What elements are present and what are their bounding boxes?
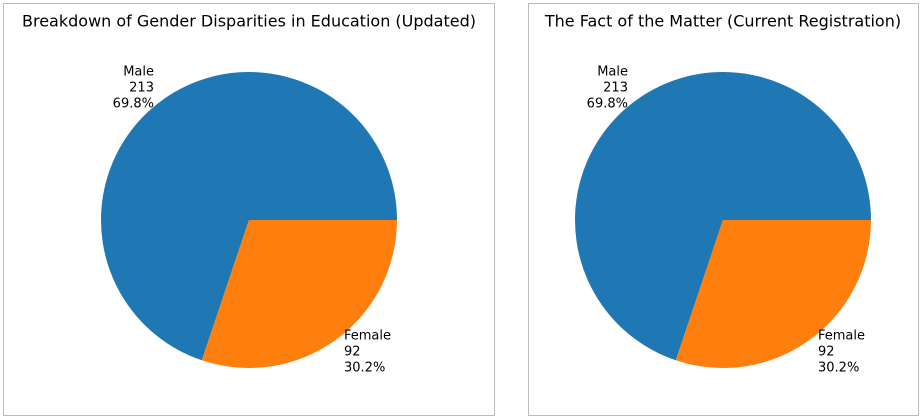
slice-value: 213 bbox=[129, 80, 154, 95]
slice-label: Female bbox=[818, 329, 865, 344]
slice-percent: 69.8% bbox=[113, 96, 154, 111]
slice-label: Male bbox=[597, 64, 628, 79]
pie-slice bbox=[201, 220, 397, 368]
slice-label: Female bbox=[344, 329, 391, 344]
pie-slice bbox=[574, 72, 871, 361]
slice-value: 92 bbox=[818, 345, 835, 360]
slice-percent: 69.8% bbox=[587, 96, 628, 111]
slice-percent: 30.2% bbox=[344, 361, 385, 376]
slice-value: 213 bbox=[603, 80, 628, 95]
chart-title: The Fact of the Matter (Current Registra… bbox=[544, 12, 901, 31]
chart-title: Breakdown of Gender Disparities in Educa… bbox=[22, 12, 476, 31]
slice-percent: 30.2% bbox=[818, 361, 859, 376]
pie-slice bbox=[100, 72, 397, 361]
slice-value: 92 bbox=[344, 345, 361, 360]
pie-slice bbox=[675, 220, 871, 368]
slice-label: Male bbox=[123, 64, 154, 79]
